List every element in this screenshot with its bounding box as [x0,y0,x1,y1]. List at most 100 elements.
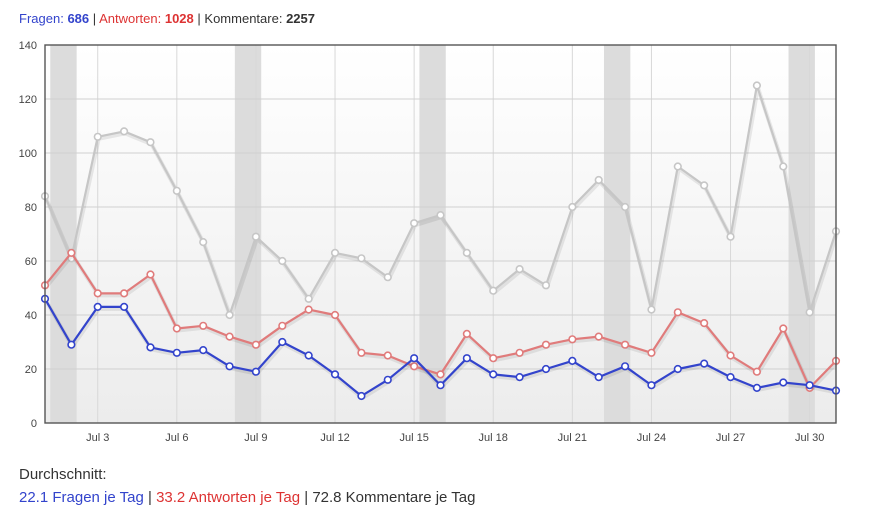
data-point-questions [357,391,366,401]
comments-count: 2257 [286,11,315,26]
data-point-questions [119,302,129,312]
y-tick-label: 140 [19,40,37,52]
weekend-band [603,45,631,423]
average-summary: 22.1 Fragen je Tag | 33.2 Antworten je T… [19,489,475,506]
data-point-comments [146,138,155,147]
data-point-answers [515,348,524,357]
data-point-comments [779,162,788,171]
data-point-comments [568,202,577,212]
totals-summary: Fragen: 686 | Antworten: 1028 | Kommenta… [19,11,315,26]
data-point-questions [67,340,76,349]
data-point-questions [462,354,471,363]
data-point-answers [278,321,287,330]
data-point-comments [93,132,102,141]
data-point-comments [752,81,762,90]
data-point-questions [199,346,208,355]
data-point-answers [594,332,603,341]
data-point-comments [330,248,340,257]
data-point-answers [673,308,682,317]
data-point-answers [357,348,366,357]
data-point-answers [726,351,735,360]
data-point-answers [304,305,313,314]
data-point-answers [330,310,340,320]
data-point-comments [410,219,419,228]
data-point-questions [146,343,155,352]
weekend-band [419,45,446,423]
activity-line-chart: 0 20 40 60 80 100 120 140 Jul 3 Jul 6 Jul 9 Jul 12 J… [19,40,841,444]
separator: | [92,11,97,26]
data-point-answers [779,324,788,333]
data-point-comments [515,265,524,274]
data-point-comments [304,294,313,303]
data-point-questions [779,378,788,387]
x-tick-label: Jul 3 [86,432,109,444]
data-point-comments [726,232,735,241]
plot-frame [44,44,837,424]
x-tick-label: Jul 21 [558,432,587,444]
separator: | [304,489,309,506]
data-point-questions [172,348,181,357]
data-point-answers [700,319,709,328]
y-tick-label: 80 [25,202,37,214]
data-point-questions [620,362,630,371]
x-tick-label: Jul 12 [320,432,349,444]
data-point-questions [647,381,656,390]
data-point-questions [515,373,524,382]
x-tick-label: Jul 9 [244,432,267,444]
data-point-comments [199,238,208,247]
data-point-answers [225,332,234,341]
data-point-comments [700,181,709,190]
data-point-answers [199,321,208,330]
y-tick-label: 20 [25,364,37,376]
x-tick-label: Jul 30 [795,432,824,444]
separator: | [147,489,152,506]
data-point-comments [489,286,498,295]
average-comments: 72.8 Kommentare je Tag [312,489,476,506]
data-point-answers [119,289,129,298]
weekend-band [50,45,77,423]
data-point-answers [93,289,102,298]
data-point-questions [251,367,261,376]
data-point-comments [805,308,814,317]
y-tick-label: 100 [19,148,37,160]
data-point-comments [172,186,181,195]
data-point-answers [620,340,630,349]
answers-count: 1028 [164,11,194,26]
questions-count: 686 [67,11,90,26]
data-point-comments [620,202,630,212]
y-tick-label: 40 [25,310,37,322]
data-point-comments [462,248,471,257]
data-point-questions [726,373,735,382]
average-questions: 22.1 Fragen je Tag [19,489,144,506]
data-point-questions [410,354,419,363]
data-point-answers [436,370,445,379]
data-point-questions [594,373,603,382]
comments-label: Kommentare: [204,11,283,26]
data-point-questions [436,381,445,390]
x-tick-label: Jul 15 [399,432,428,444]
y-tick-label: 120 [19,94,37,106]
data-point-answers [752,367,762,376]
average-title: Durchschnitt: [19,466,107,483]
data-point-comments [647,305,656,314]
weekend-band [788,45,815,423]
data-point-comments [225,310,234,320]
data-point-answers [568,335,577,344]
data-point-comments [594,175,603,185]
data-point-questions [278,337,287,347]
data-point-answers [251,340,261,349]
data-point-answers [172,324,181,333]
data-point-questions [673,364,682,374]
y-tick-label: 0 [31,418,37,430]
data-point-questions [93,302,102,312]
data-point-questions [383,375,392,384]
x-tick-label: Jul 27 [716,432,745,444]
data-point-comments [673,162,682,171]
data-point-questions [805,381,814,390]
data-point-questions [489,370,498,379]
separator: | [197,11,201,26]
data-point-comments [357,254,366,263]
data-point-comments [119,127,129,136]
data-point-questions [568,356,577,366]
data-point-comments [436,211,445,220]
